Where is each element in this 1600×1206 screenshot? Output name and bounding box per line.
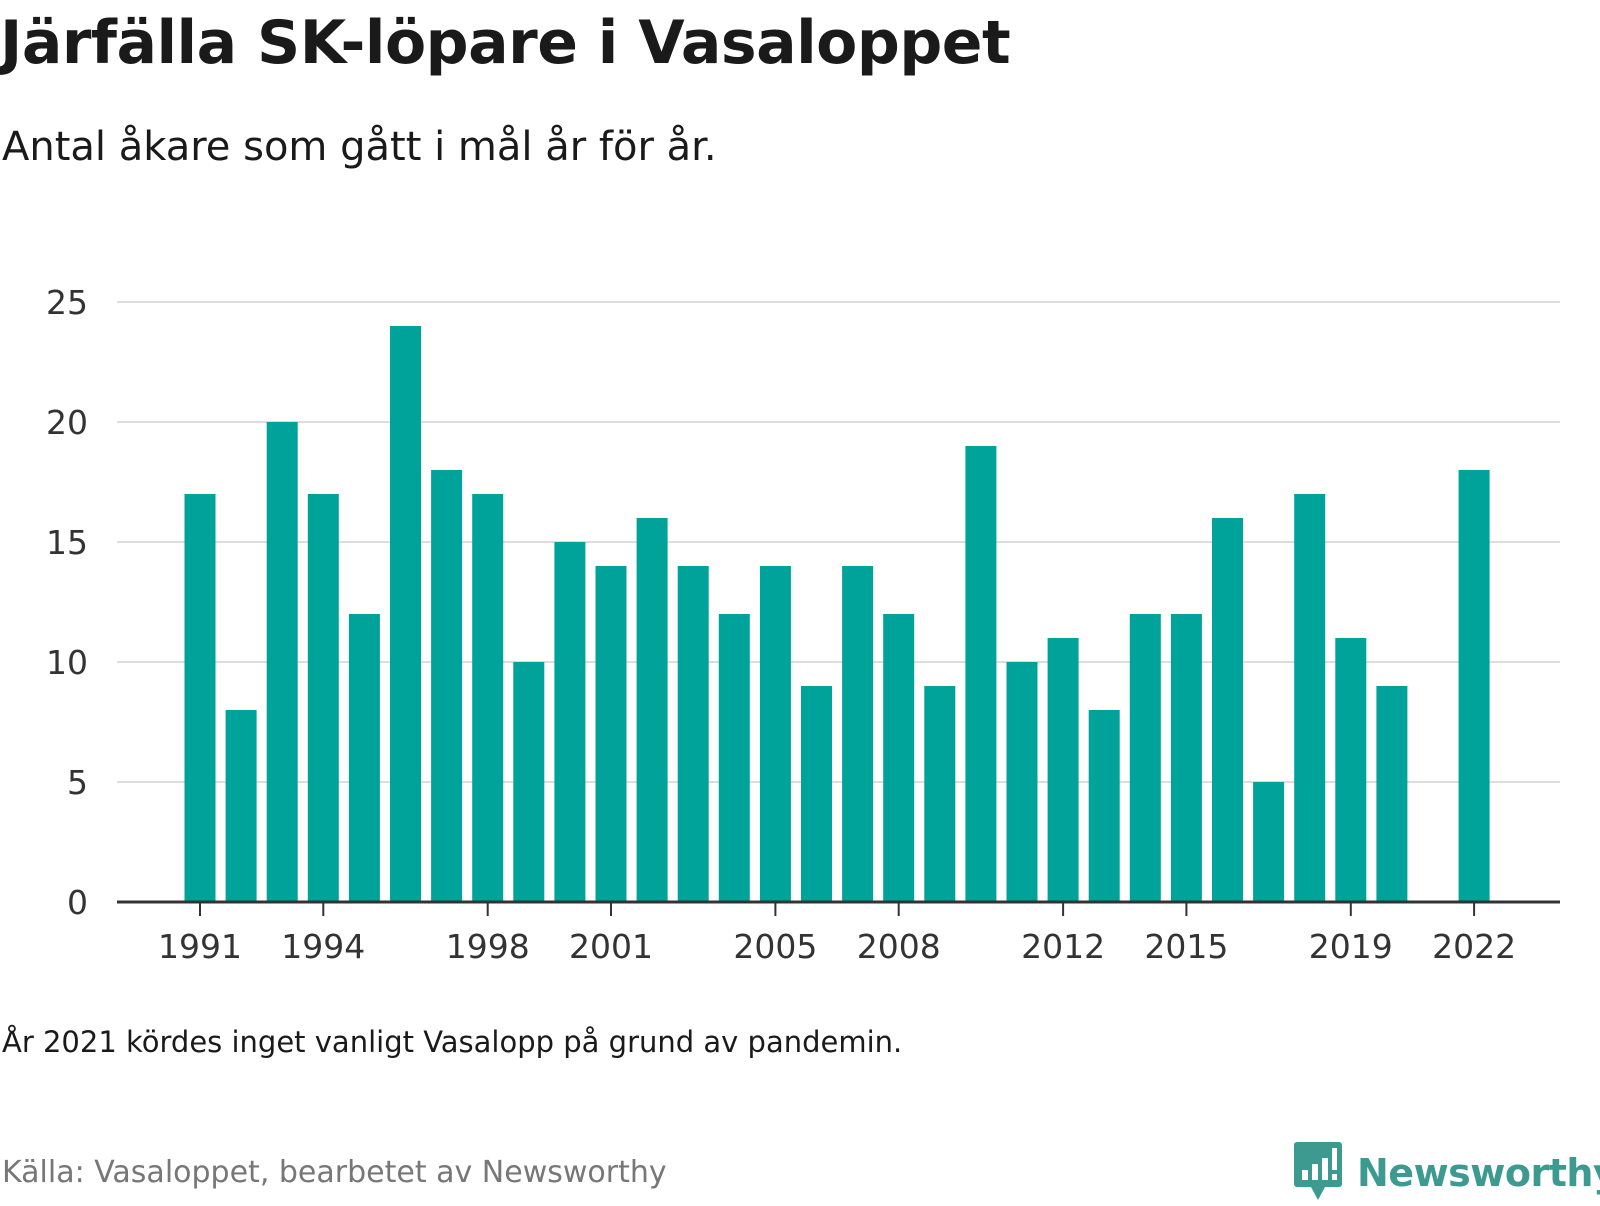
bar-2003 — [677, 566, 709, 902]
bar-2002 — [636, 518, 668, 902]
y-tick-label: 20 — [46, 403, 88, 442]
y-tick-label: 5 — [67, 763, 88, 802]
y-axis-ticks: 0 5 10 15 20 25 — [46, 283, 88, 922]
y-tick-label: 10 — [46, 643, 88, 682]
x-tick-label: 1991 — [158, 927, 242, 960]
x-tick-label: 2022 — [1432, 927, 1516, 960]
x-tick-label: 2015 — [1144, 927, 1228, 960]
x-tick-label: 2005 — [733, 927, 817, 960]
bar-2016 — [1212, 518, 1243, 902]
bar-chart: 0 5 10 15 20 25 1991 1994 1998 2001 2005 2008 2012 2… — [46, 283, 1560, 960]
x-axis-ticks: 1991 1994 1998 2001 2005 2008 2012 2015 2019 2022 — [158, 902, 1516, 960]
x-tick-label: 2012 — [1021, 927, 1105, 960]
chart-title: Järfälla SK-löpare i Vasaloppet — [0, 8, 1011, 78]
bar-1991 — [184, 494, 216, 902]
bar-2009 — [924, 686, 956, 902]
bar-2007 — [842, 566, 874, 902]
x-tick-label: 1994 — [281, 927, 365, 960]
bar-2006 — [801, 686, 832, 902]
bar-2013 — [1088, 710, 1120, 902]
newsworthy-logo-icon — [1293, 1140, 1343, 1206]
bar-1993 — [266, 422, 298, 902]
x-tick-label: 2008 — [857, 927, 941, 960]
bar-2011 — [1006, 662, 1038, 902]
source-text: Källa: Vasaloppet, bearbetet av Newswort… — [2, 1155, 667, 1190]
x-tick-label: 2001 — [569, 927, 653, 960]
bar-2008 — [883, 614, 915, 902]
y-tick-label: 0 — [67, 883, 88, 922]
bar-2005 — [759, 566, 791, 902]
bar-1994 — [307, 494, 339, 902]
bar-2020 — [1376, 686, 1408, 902]
x-tick-label: 2019 — [1309, 927, 1393, 960]
bar-2001 — [595, 566, 627, 902]
bar-2015 — [1170, 614, 1202, 902]
bar-2014 — [1129, 614, 1161, 902]
bar-1997 — [431, 470, 463, 902]
y-tick-label: 15 — [46, 523, 88, 562]
bar-2019 — [1335, 638, 1367, 902]
y-tick-label: 25 — [46, 283, 88, 322]
bar-2017 — [1253, 782, 1285, 902]
bar-2010 — [965, 446, 997, 902]
bar-2012 — [1047, 638, 1079, 902]
bar-1992 — [225, 710, 257, 902]
brand-logo: Newsworthy — [1293, 1140, 1600, 1206]
bar-1996 — [390, 326, 421, 902]
chart-subtitle: Antal åkare som gått i mål år för år. — [2, 124, 717, 170]
chart-note: År 2021 kördes inget vanligt Vasalopp på… — [2, 1025, 903, 1059]
brand-name: Newsworthy — [1357, 1151, 1600, 1195]
bar-2018 — [1294, 494, 1326, 902]
bars — [184, 326, 1490, 902]
bar-2004 — [718, 614, 750, 902]
bar-2000 — [554, 542, 586, 902]
bar-1995 — [348, 614, 380, 902]
bar-1999 — [513, 662, 545, 902]
x-tick-label: 1998 — [446, 927, 530, 960]
bar-1998 — [472, 494, 504, 902]
bar-2022 — [1458, 470, 1490, 902]
